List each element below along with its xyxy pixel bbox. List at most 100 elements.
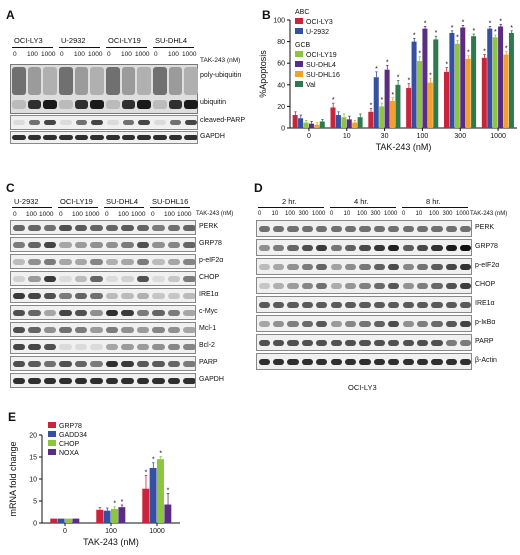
- significance-marker: *: [445, 62, 448, 69]
- panel-a-dose-label: 100: [27, 51, 38, 58]
- panel-d-band: [373, 302, 386, 308]
- significance-marker: *: [424, 20, 427, 27]
- panel-c-blot-strip: [10, 271, 196, 286]
- bar-grp78: [50, 518, 58, 523]
- panel-a-dose-label: 100: [121, 51, 132, 58]
- panel-c-band: [183, 259, 195, 265]
- significance-marker: *: [429, 72, 432, 79]
- poly-ubiquitin-smear: [121, 67, 136, 95]
- panel-c-band: [152, 344, 165, 350]
- panel-c-band: [152, 327, 165, 333]
- panel-c-band: [28, 378, 41, 384]
- poly-ubiquitin-smear: [153, 67, 167, 95]
- panel-d-band: [445, 245, 458, 251]
- cleaved-parp-band: [44, 120, 56, 125]
- bar-gadd34: [103, 510, 111, 523]
- panel-c-band: [90, 293, 103, 299]
- panel-d-band: [330, 359, 342, 365]
- panel-c-group-bar: [58, 207, 98, 208]
- x-axis-title: TAK-243 (nM): [376, 142, 432, 152]
- panel-d-band: [431, 283, 443, 289]
- bar-u-2932: [335, 115, 341, 128]
- panel-c-blot-strip: [10, 356, 196, 371]
- panel-c-band: [183, 361, 195, 367]
- panel-c-band: [167, 310, 180, 316]
- panel-d-row-label: CHOP: [475, 281, 496, 288]
- significance-marker: *: [413, 32, 416, 39]
- ubiquitin-band: [90, 100, 104, 109]
- bar-oci-ly19: [303, 122, 309, 128]
- poly-ubiquitin-smear: [90, 67, 104, 95]
- panel-d-band: [431, 245, 443, 251]
- panel-d-blot-strip: [256, 239, 472, 256]
- significance-marker: *: [113, 501, 116, 508]
- panel-c-band: [167, 276, 180, 282]
- significance-marker: *: [499, 18, 502, 25]
- panel-c-band: [59, 225, 72, 231]
- panel-d-band: [272, 321, 285, 327]
- panel-c-band: [90, 242, 103, 248]
- ubiquitin-band: [153, 100, 167, 109]
- bar-chop: [65, 518, 72, 523]
- significance-marker: *: [386, 59, 389, 66]
- panel-c-band: [105, 259, 118, 265]
- panel-c-band: [59, 242, 72, 248]
- legend-entry-label: SU-DHL16: [306, 72, 340, 79]
- y-tick-label: 0: [33, 521, 37, 528]
- significance-marker: *: [462, 19, 465, 26]
- panel-d-band: [301, 340, 314, 346]
- poly-ubiquitin-smear: [59, 67, 73, 95]
- panel-c-band: [43, 276, 56, 282]
- panel-c-blot-strip: [10, 373, 196, 388]
- panel-d-band: [402, 359, 414, 365]
- panel-c-band: [43, 293, 56, 299]
- panel-d-row-label: GRP78: [475, 243, 498, 250]
- panel-d-band: [287, 264, 299, 270]
- panel-d-band: [373, 321, 386, 327]
- panel-d-blot-strip: [256, 277, 472, 294]
- x-tick-label: 300: [454, 133, 466, 140]
- legend-entry-label: CHOP: [59, 441, 80, 448]
- panel-c-band: [105, 361, 118, 367]
- panel-d-band: [258, 226, 270, 232]
- bar-oci-ly3: [330, 107, 336, 128]
- bar-val: [471, 36, 477, 129]
- panel-d-row-label: PARP: [475, 338, 494, 345]
- panel-c-band: [74, 344, 87, 350]
- legend-entry-label: GRP78: [59, 423, 82, 430]
- y-tick-label: 80: [277, 39, 285, 46]
- panel-c-band: [152, 225, 165, 231]
- legend-swatch: [48, 431, 56, 437]
- panel-d-dose-label: 0: [402, 211, 406, 217]
- panel-a-dose-label: 100: [168, 51, 179, 58]
- significance-marker: *: [472, 28, 475, 35]
- panel-c-row-label: c-Myc: [199, 308, 218, 315]
- panel-d-dose-label: 10: [415, 211, 423, 217]
- panel-d-band: [388, 245, 400, 251]
- panel-c-band: [43, 310, 56, 316]
- panel-c-treatment-label: TAK-243 (nM): [196, 211, 234, 217]
- legend-entry-label: U-2932: [306, 29, 329, 36]
- bar-oci-ly19: [416, 61, 423, 128]
- ubiquitin-band: [43, 100, 57, 109]
- y-axis-title: %Apoptosis: [258, 50, 268, 98]
- panel-a-dose-label: 1000: [135, 51, 150, 58]
- panel-c-band: [167, 242, 180, 248]
- panel-d-band: [359, 264, 371, 270]
- legend-swatch: [48, 422, 56, 428]
- panel-d-band: [344, 321, 357, 327]
- cleaved-parp-band: [107, 120, 119, 125]
- panel-c-band: [74, 225, 87, 231]
- legend-entry-label: SU-DHL4: [306, 62, 336, 69]
- panel-d-band: [344, 359, 357, 365]
- panel-d-dose-label: 100: [429, 211, 440, 217]
- bar-val: [357, 117, 363, 128]
- panel-d-band: [431, 302, 443, 308]
- panel-c-band: [90, 344, 103, 350]
- panel-c-band: [105, 344, 118, 350]
- panel-c-band: [105, 310, 118, 316]
- panel-d-band: [373, 226, 386, 232]
- poly-ubiquitin-smear: [74, 67, 89, 95]
- panel-c-band: [74, 327, 87, 333]
- poly-ubiquitin-smear: [184, 67, 198, 95]
